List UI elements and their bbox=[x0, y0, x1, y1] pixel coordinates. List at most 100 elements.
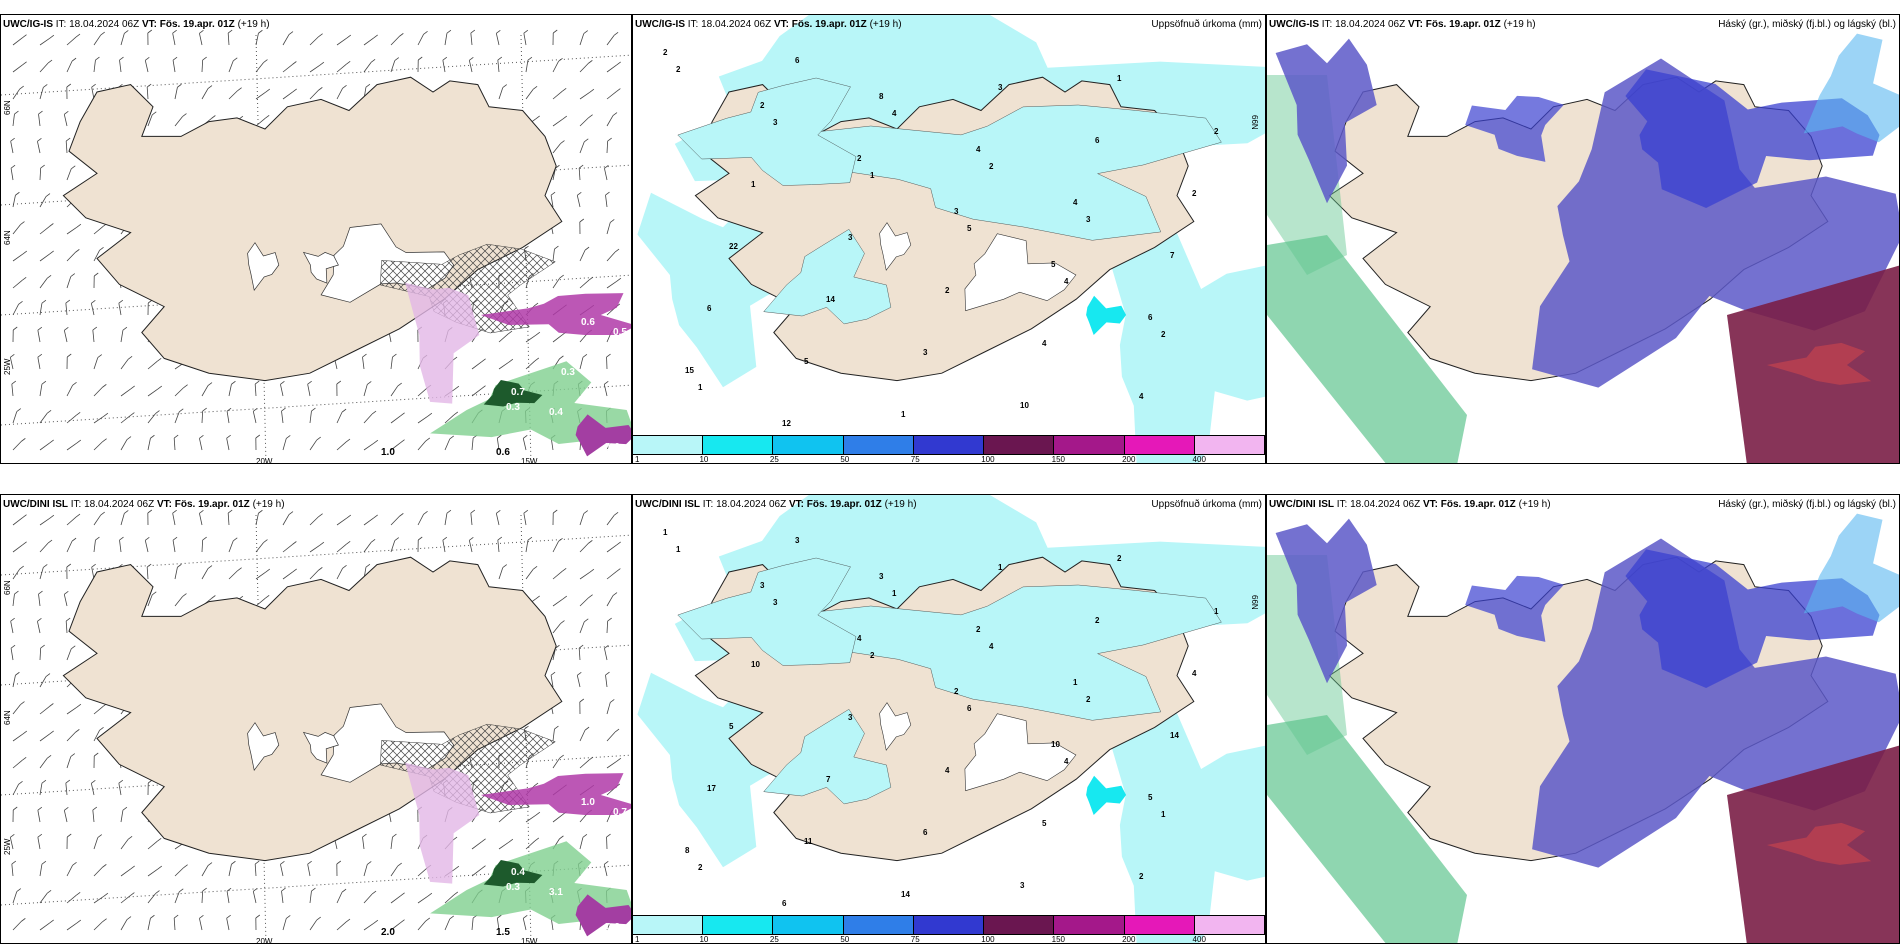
precip-value: 2 bbox=[945, 286, 950, 295]
field-value: 1.0 bbox=[381, 447, 395, 458]
precip-value: 4 bbox=[1042, 339, 1047, 348]
precip-value: 1 bbox=[698, 383, 703, 392]
precip-value: 4 bbox=[1073, 198, 1078, 207]
issue-time: 18.04.2024 06Z bbox=[716, 499, 787, 510]
precip-value: 6 bbox=[782, 899, 787, 908]
precip-value: 8 bbox=[685, 846, 690, 855]
colorbar-tick: 25 bbox=[769, 935, 779, 944]
precip-value: 3 bbox=[848, 713, 853, 722]
precip-value: 2 bbox=[1161, 330, 1166, 339]
precip-value: 6 bbox=[967, 704, 972, 713]
colorbar-cell bbox=[633, 916, 704, 934]
colorbar-cell bbox=[703, 916, 774, 934]
field-value: 0.6 bbox=[496, 447, 510, 458]
precip-value: 4 bbox=[945, 766, 950, 775]
panel-header: UWC/DINI ISL IT: 18.04.2024 06Z VT: Fös.… bbox=[635, 499, 917, 510]
precip-map: 2223561512844765136222143101213244231542… bbox=[637, 15, 1265, 463]
precip-value: 6 bbox=[795, 56, 800, 65]
precip-value: 2 bbox=[1086, 695, 1091, 704]
colorbar-tick: 100 bbox=[981, 455, 995, 464]
colorbar-cell bbox=[1124, 916, 1195, 934]
colorbar-tick: 150 bbox=[1051, 455, 1066, 464]
lead-time: (+19 h) bbox=[884, 499, 917, 510]
panel-header: UWC/IG-IS IT: 18.04.2024 06Z VT: Fös. 19… bbox=[3, 19, 270, 30]
field-value: 0.3 bbox=[506, 882, 520, 893]
precip-value: 2 bbox=[698, 863, 703, 872]
field-title: Uppsöfnuð úrkoma (mm) bbox=[1151, 499, 1262, 510]
precip-value: 5 bbox=[1148, 793, 1153, 802]
precip-value: 5 bbox=[729, 722, 734, 731]
field-value: 3.1 bbox=[549, 887, 563, 898]
precip-value: 1 bbox=[1161, 810, 1166, 819]
field-value: 1.5 bbox=[496, 927, 510, 938]
precip-value: 4 bbox=[1064, 277, 1069, 286]
colorbar-tick: 200 bbox=[1122, 935, 1136, 944]
colorbar-cell bbox=[984, 916, 1055, 934]
vt-label: VT: bbox=[1407, 19, 1423, 30]
precip-value: 3 bbox=[998, 83, 1003, 92]
precip-value: 6 bbox=[1095, 136, 1100, 145]
colorbar-cell bbox=[703, 436, 774, 454]
precip-value: 4 bbox=[989, 642, 994, 651]
colorbar-cell bbox=[843, 436, 914, 454]
it-label: IT: bbox=[702, 499, 714, 510]
model-name: UWC/IG-IS bbox=[635, 19, 685, 30]
colorbar-tick: 10 bbox=[699, 455, 709, 464]
precip-value: 3 bbox=[954, 207, 959, 216]
precip-value: 5 bbox=[1051, 260, 1056, 269]
panel-header: UWC/IG-IS IT: 18.04.2024 06Z VT: Fös. 19… bbox=[1269, 19, 1536, 30]
precip-value: 1 bbox=[901, 410, 906, 419]
precip-value: 2 bbox=[663, 48, 668, 57]
cloud-map bbox=[1267, 33, 1899, 463]
valid-time: Fös. 19.apr. 01Z bbox=[806, 499, 882, 510]
field-value: 1.0 bbox=[581, 797, 595, 808]
colorbar-tick: 50 bbox=[840, 935, 850, 944]
precip-value: 14 bbox=[901, 890, 910, 899]
lat-label: 66N bbox=[3, 100, 12, 115]
valid-time: Fös. 19.apr. 01Z bbox=[174, 499, 250, 510]
vt-label: VT: bbox=[141, 19, 157, 30]
colorbar-cell bbox=[913, 916, 985, 934]
precip-value: 4 bbox=[892, 109, 897, 118]
precip-value: 2 bbox=[989, 162, 994, 171]
issue-time: 18.04.2024 06Z bbox=[1350, 499, 1421, 510]
precip-value: 17 bbox=[707, 784, 716, 793]
precip-value: 1 bbox=[751, 180, 756, 189]
colorbar-tick: 50 bbox=[840, 455, 850, 464]
colorbar-tick: 75 bbox=[910, 455, 920, 464]
field-value: 0.4 bbox=[601, 397, 615, 408]
precip-value: 2 bbox=[1192, 189, 1197, 198]
colorbar-cell bbox=[913, 436, 985, 454]
precip-value: 4 bbox=[1139, 392, 1144, 401]
model-name: UWC/IG-IS bbox=[3, 19, 53, 30]
colorbar-cell bbox=[773, 916, 844, 934]
lon-label: 15W bbox=[521, 937, 538, 944]
precip-value: 7 bbox=[826, 775, 831, 784]
colorbar-cell bbox=[1194, 916, 1265, 934]
precip-value: 3 bbox=[795, 536, 800, 545]
panel-wind-dini: 2.0 1.5 0.4 0.3 3.1 0.3 1.0 0.7 20W 15W 66N 64N 25W U… bbox=[0, 494, 632, 944]
panel-header: UWC/DINI ISL IT: 18.04.2024 06Z VT: Fös.… bbox=[1269, 499, 1551, 510]
precip-value: 15 bbox=[685, 366, 694, 375]
precip-value: 6 bbox=[707, 304, 712, 313]
issue-time: 18.04.2024 06Z bbox=[701, 19, 772, 30]
precip-value: 2 bbox=[857, 154, 862, 163]
colorbar-cells bbox=[633, 435, 1265, 455]
colorbar-cell bbox=[1054, 916, 1125, 934]
field-value: 0.5 bbox=[613, 327, 627, 338]
field-value: 0.7 bbox=[511, 387, 525, 398]
lat-label: 25W bbox=[3, 838, 12, 855]
precip-value: 2 bbox=[1095, 616, 1100, 625]
precip-value: 3 bbox=[773, 598, 778, 607]
colorbar-cell bbox=[1194, 436, 1265, 454]
colorbar-cell bbox=[633, 436, 704, 454]
lead-time: (+19 h) bbox=[252, 499, 285, 510]
precip-value: 10 bbox=[1051, 740, 1060, 749]
precip-value: 4 bbox=[1192, 669, 1197, 678]
colorbar-cell bbox=[773, 436, 844, 454]
precip-value: 22 bbox=[729, 242, 738, 251]
panel-precip-ig: 2 2 2 3 5 6 15 12 8 4 4 7 6 5 1 3 6 2 22 14 3 10 1 2 1 3 2 4 4 2 3 1 5 4 2… bbox=[632, 14, 1266, 464]
precip-value: 1 bbox=[998, 563, 1003, 572]
panel-precip-dini: 1 3 4 2 10 5 8 6 3 2 1 14 17 11 14 1 2 4 5 7 6 3 2 1 10 3 4 5 2 1 3 2 6 4… bbox=[632, 494, 1266, 944]
field-value: 0.4 bbox=[511, 867, 525, 878]
